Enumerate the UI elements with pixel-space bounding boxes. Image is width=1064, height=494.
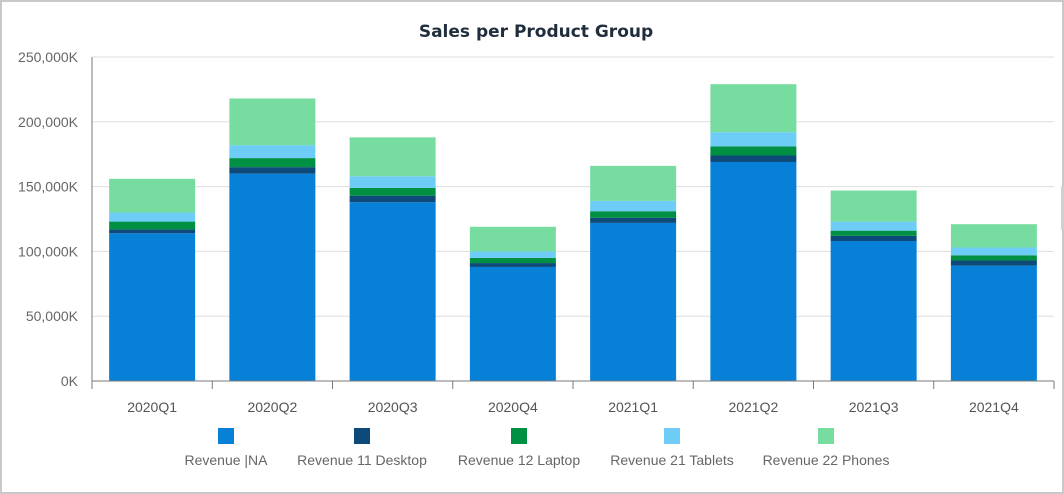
bar-segment[interactable] <box>830 235 917 242</box>
x-category-label: 2021Q2 <box>728 399 778 415</box>
bar-segment[interactable] <box>950 224 1037 248</box>
bar-segment[interactable] <box>229 173 316 381</box>
bar-segment[interactable] <box>710 161 797 381</box>
legend-swatch[interactable] <box>354 428 370 444</box>
y-tick-label: 250,000K <box>18 49 79 65</box>
bar-segment[interactable] <box>950 260 1037 266</box>
bar-segment[interactable] <box>109 178 196 213</box>
bar-segment[interactable] <box>469 226 556 252</box>
bar-segment[interactable] <box>109 229 196 234</box>
bar-segment[interactable] <box>109 233 196 381</box>
legend-swatch[interactable] <box>818 428 834 444</box>
y-tick-label: 100,000K <box>18 243 79 259</box>
bars <box>109 84 1037 381</box>
y-tick-label: 200,000K <box>18 114 79 130</box>
bar-segment[interactable] <box>950 255 1037 261</box>
x-category-label: 2020Q1 <box>127 399 177 415</box>
x-category-label: 2021Q4 <box>969 399 1019 415</box>
bar-segment[interactable] <box>590 200 677 212</box>
bar-segment[interactable] <box>349 176 436 188</box>
bar-segment[interactable] <box>950 247 1037 256</box>
legend-swatch[interactable] <box>511 428 527 444</box>
y-tick-label: 0K <box>61 373 79 389</box>
legend-label[interactable]: Revenue |NA <box>184 452 268 468</box>
bar-segment[interactable] <box>229 167 316 174</box>
bar-segment[interactable] <box>109 221 196 230</box>
legend-label[interactable]: Revenue 22 Phones <box>763 452 890 468</box>
legend-swatch[interactable] <box>664 428 680 444</box>
legend: Revenue |NA Revenue 11 Desktop Revenue 12 … <box>184 428 889 468</box>
bar-segment[interactable] <box>830 190 917 222</box>
legend-swatch[interactable] <box>218 428 234 444</box>
bar-segment[interactable] <box>830 221 917 231</box>
bar-segment[interactable] <box>710 84 797 133</box>
bar-segment[interactable] <box>830 241 917 381</box>
bar-segment[interactable] <box>349 202 436 381</box>
bar-segment[interactable] <box>830 230 917 236</box>
bar-segment[interactable] <box>950 265 1037 381</box>
bar-segment[interactable] <box>349 137 436 177</box>
bar-segment[interactable] <box>590 222 677 381</box>
bar-segment[interactable] <box>229 145 316 159</box>
legend-label[interactable]: Revenue 21 Tablets <box>610 452 734 468</box>
chart-title: Sales per Product Group <box>419 22 653 42</box>
bar-segment[interactable] <box>710 132 797 147</box>
scroll-tab[interactable] <box>1061 186 1064 230</box>
x-category-label: 2020Q2 <box>247 399 297 415</box>
bar-segment[interactable] <box>710 146 797 156</box>
bar-segment[interactable] <box>349 195 436 203</box>
bar-segment[interactable] <box>590 217 677 223</box>
bar-segment[interactable] <box>590 211 677 218</box>
bar-segment[interactable] <box>469 251 556 258</box>
x-category-label: 2021Q3 <box>849 399 899 415</box>
bar-segment[interactable] <box>109 212 196 222</box>
bar-segment[interactable] <box>229 98 316 146</box>
x-category-label: 2020Q4 <box>488 399 538 415</box>
bar-segment[interactable] <box>710 155 797 162</box>
x-category-label: 2021Q1 <box>608 399 658 415</box>
axes: 0K 50,000K 100,000K 150,000K 200,000K 250,000… <box>18 49 1055 415</box>
y-tick-label: 50,000K <box>26 308 79 324</box>
bar-segment[interactable] <box>349 187 436 196</box>
x-category-label: 2020Q3 <box>368 399 418 415</box>
legend-label[interactable]: Revenue 12 Laptop <box>458 452 580 468</box>
bar-segment[interactable] <box>469 263 556 267</box>
bar-segment[interactable] <box>590 165 677 201</box>
y-tick-label: 150,000K <box>18 179 79 195</box>
bar-segment[interactable] <box>229 158 316 168</box>
bar-segment[interactable] <box>469 266 556 381</box>
bar-segment[interactable] <box>469 257 556 264</box>
legend-label[interactable]: Revenue 11 Desktop <box>297 452 427 468</box>
